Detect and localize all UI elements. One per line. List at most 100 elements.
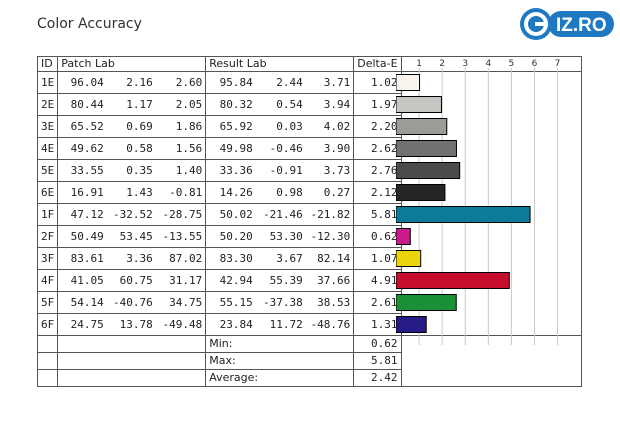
page-title: Color Accuracy bbox=[37, 16, 142, 32]
column-header-id: ID bbox=[36, 56, 59, 72]
row-id: 5E bbox=[36, 159, 59, 182]
result-l-value: 83.30 bbox=[205, 247, 256, 270]
result-a-value: 3.67 bbox=[255, 247, 306, 270]
table-row: 2F 50.49 53.45 -13.55 50.20 53.30 -12.30 0.62 bbox=[36, 225, 582, 248]
patch-a-value: 1.17 bbox=[106, 93, 156, 116]
result-b-value: 3.73 bbox=[305, 159, 355, 182]
table-row: 4F 41.05 60.75 31.17 42.94 55.39 37.66 4.91 bbox=[36, 269, 582, 292]
delta-e-value: 2.12 bbox=[353, 181, 402, 204]
stat-blank bbox=[36, 335, 59, 353]
patch-b-value: 2.05 bbox=[155, 93, 207, 116]
result-a-value: 0.03 bbox=[255, 115, 306, 138]
column-header-patch-lab: Patch Lab bbox=[57, 56, 207, 72]
color-accuracy-table: ID Patch Lab Result Lab Delta-E 1E 96.04 2… bbox=[36, 56, 582, 387]
delta-e-value: 2.62 bbox=[353, 137, 402, 160]
result-b-value: 82.14 bbox=[305, 247, 355, 270]
stat-blank bbox=[57, 369, 207, 387]
result-l-value: 14.26 bbox=[205, 181, 256, 204]
patch-a-value: 0.35 bbox=[106, 159, 156, 182]
table-row: 3F 83.61 3.36 87.02 83.30 3.67 82.14 1.07 bbox=[36, 247, 582, 270]
result-l-value: 55.15 bbox=[205, 291, 256, 314]
result-b-value: 37.66 bbox=[305, 269, 355, 292]
patch-l-value: 47.12 bbox=[57, 203, 107, 226]
row-id: 2E bbox=[36, 93, 59, 116]
patch-l-value: 83.61 bbox=[57, 247, 107, 270]
delta-e-value: 1.97 bbox=[353, 93, 402, 116]
delta-e-value: 1.02 bbox=[353, 71, 402, 94]
patch-a-value: 0.58 bbox=[106, 137, 156, 160]
result-l-value: 50.02 bbox=[205, 203, 256, 226]
patch-b-value: 1.86 bbox=[155, 115, 207, 138]
result-b-value: -12.30 bbox=[305, 225, 355, 248]
patch-b-value: 31.17 bbox=[155, 269, 207, 292]
delta-e-value: 2.20 bbox=[353, 115, 402, 138]
logo-text: IZ.RO bbox=[556, 15, 607, 36]
delta-e-value: 2.76 bbox=[353, 159, 402, 182]
patch-b-value: -49.48 bbox=[155, 313, 207, 336]
patch-b-value: 2.60 bbox=[155, 71, 207, 94]
table-row: 1E 96.04 2.16 2.60 95.84 2.44 3.71 1.02 bbox=[36, 71, 582, 336]
result-l-value: 65.92 bbox=[205, 115, 256, 138]
result-a-value: 0.54 bbox=[255, 93, 306, 116]
column-header-result-lab: Result Lab bbox=[205, 56, 355, 72]
result-a-value: -0.91 bbox=[255, 159, 306, 182]
bar-cell bbox=[400, 71, 582, 336]
stat-value: 0.62 bbox=[353, 335, 402, 353]
patch-b-value: -28.75 bbox=[155, 203, 207, 226]
result-b-value: -21.82 bbox=[305, 203, 355, 226]
patch-l-value: 33.55 bbox=[57, 159, 107, 182]
result-a-value: -21.46 bbox=[255, 203, 306, 226]
stat-blank bbox=[57, 335, 207, 353]
result-b-value: 0.27 bbox=[305, 181, 355, 204]
result-l-value: 49.98 bbox=[205, 137, 256, 160]
stat-label: Average: bbox=[205, 369, 355, 387]
result-a-value: 55.39 bbox=[255, 269, 306, 292]
delta-e-value: 0.62 bbox=[353, 225, 402, 248]
patch-l-value: 96.04 bbox=[57, 71, 107, 94]
row-id: 3E bbox=[36, 115, 59, 138]
row-id: 4F bbox=[36, 269, 59, 292]
patch-l-value: 24.75 bbox=[57, 313, 107, 336]
row-id: 6E bbox=[36, 181, 59, 204]
stat-value: 2.42 bbox=[353, 369, 402, 387]
result-l-value: 23.84 bbox=[205, 313, 256, 336]
stat-chart-blank bbox=[400, 335, 582, 387]
result-a-value: 53.30 bbox=[255, 225, 306, 248]
patch-l-value: 41.05 bbox=[57, 269, 107, 292]
result-a-value: -0.46 bbox=[255, 137, 306, 160]
patch-b-value: -0.81 bbox=[155, 181, 207, 204]
row-id: 5F bbox=[36, 291, 59, 314]
giz-logo: IZ.RO bbox=[520, 8, 614, 40]
row-id: 4E bbox=[36, 137, 59, 160]
result-a-value: 2.44 bbox=[255, 71, 306, 94]
row-id: 1E bbox=[36, 71, 59, 94]
row-id: 2F bbox=[36, 225, 59, 248]
patch-b-value: 87.02 bbox=[155, 247, 207, 270]
result-l-value: 33.36 bbox=[205, 159, 256, 182]
stat-row: Min: 0.62 bbox=[36, 335, 582, 387]
row-id: 6F bbox=[36, 313, 59, 336]
result-b-value: 3.71 bbox=[305, 71, 355, 94]
result-b-value: -48.76 bbox=[305, 313, 355, 336]
table-row: 5E 33.55 0.35 1.40 33.36 -0.91 3.73 2.76 bbox=[36, 159, 582, 182]
patch-a-value: 3.36 bbox=[106, 247, 156, 270]
delta-e-value: 1.31 bbox=[353, 313, 402, 336]
patch-l-value: 54.14 bbox=[57, 291, 107, 314]
row-id: 1F bbox=[36, 203, 59, 226]
patch-a-value: 2.16 bbox=[106, 71, 156, 94]
delta-e-value: 4.91 bbox=[353, 269, 402, 292]
result-l-value: 80.32 bbox=[205, 93, 256, 116]
patch-l-value: 49.62 bbox=[57, 137, 107, 160]
patch-l-value: 65.52 bbox=[57, 115, 107, 138]
stat-value: 5.81 bbox=[353, 352, 402, 370]
patch-a-value: 60.75 bbox=[106, 269, 156, 292]
stat-blank bbox=[36, 369, 59, 387]
result-b-value: 3.94 bbox=[305, 93, 355, 116]
patch-b-value: 34.75 bbox=[155, 291, 207, 314]
stat-row: Average: 2.42 bbox=[36, 369, 582, 387]
table-row: 2E 80.44 1.17 2.05 80.32 0.54 3.94 1.97 bbox=[36, 93, 582, 116]
result-l-value: 42.94 bbox=[205, 269, 256, 292]
patch-l-value: 16.91 bbox=[57, 181, 107, 204]
delta-e-value: 5.81 bbox=[353, 203, 402, 226]
result-a-value: 11.72 bbox=[255, 313, 306, 336]
